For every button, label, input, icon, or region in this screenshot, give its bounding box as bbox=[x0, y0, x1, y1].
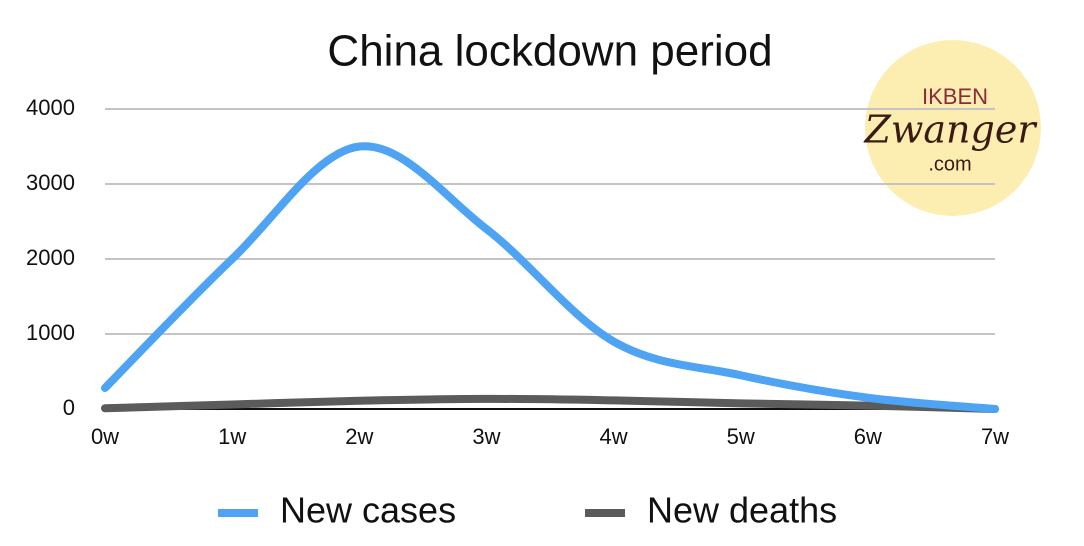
legend-label: New cases bbox=[280, 490, 456, 531]
chart-title: China lockdown period bbox=[327, 27, 772, 76]
x-tick-label: 6w bbox=[854, 424, 882, 449]
logo-text: .com bbox=[928, 153, 971, 175]
y-tick-label: 1000 bbox=[26, 320, 75, 345]
line bbox=[101, 394, 999, 413]
logo-text: IKBEN bbox=[922, 84, 988, 109]
x-tick-label: 4w bbox=[600, 424, 628, 449]
x-tick-label: 7w bbox=[981, 424, 1009, 449]
x-tick-label: 5w bbox=[727, 424, 755, 449]
y-tick-label: 3000 bbox=[26, 170, 75, 195]
y-tick-label: 0 bbox=[63, 395, 75, 420]
x-tick-label: 2w bbox=[345, 424, 373, 449]
logo-badge bbox=[865, 40, 1041, 216]
x-tick-label: 0w bbox=[91, 424, 119, 449]
logo: IKBEN Zwanger .com bbox=[863, 40, 1041, 216]
y-tick-label: 4000 bbox=[26, 95, 75, 120]
x-tick-label: 1w bbox=[218, 424, 246, 449]
line bbox=[101, 142, 999, 413]
logo-text: Zwanger bbox=[863, 108, 1038, 152]
x-tick-label: 3w bbox=[472, 424, 500, 449]
legend-label: New deaths bbox=[647, 490, 837, 531]
y-tick-label: 2000 bbox=[26, 245, 75, 270]
